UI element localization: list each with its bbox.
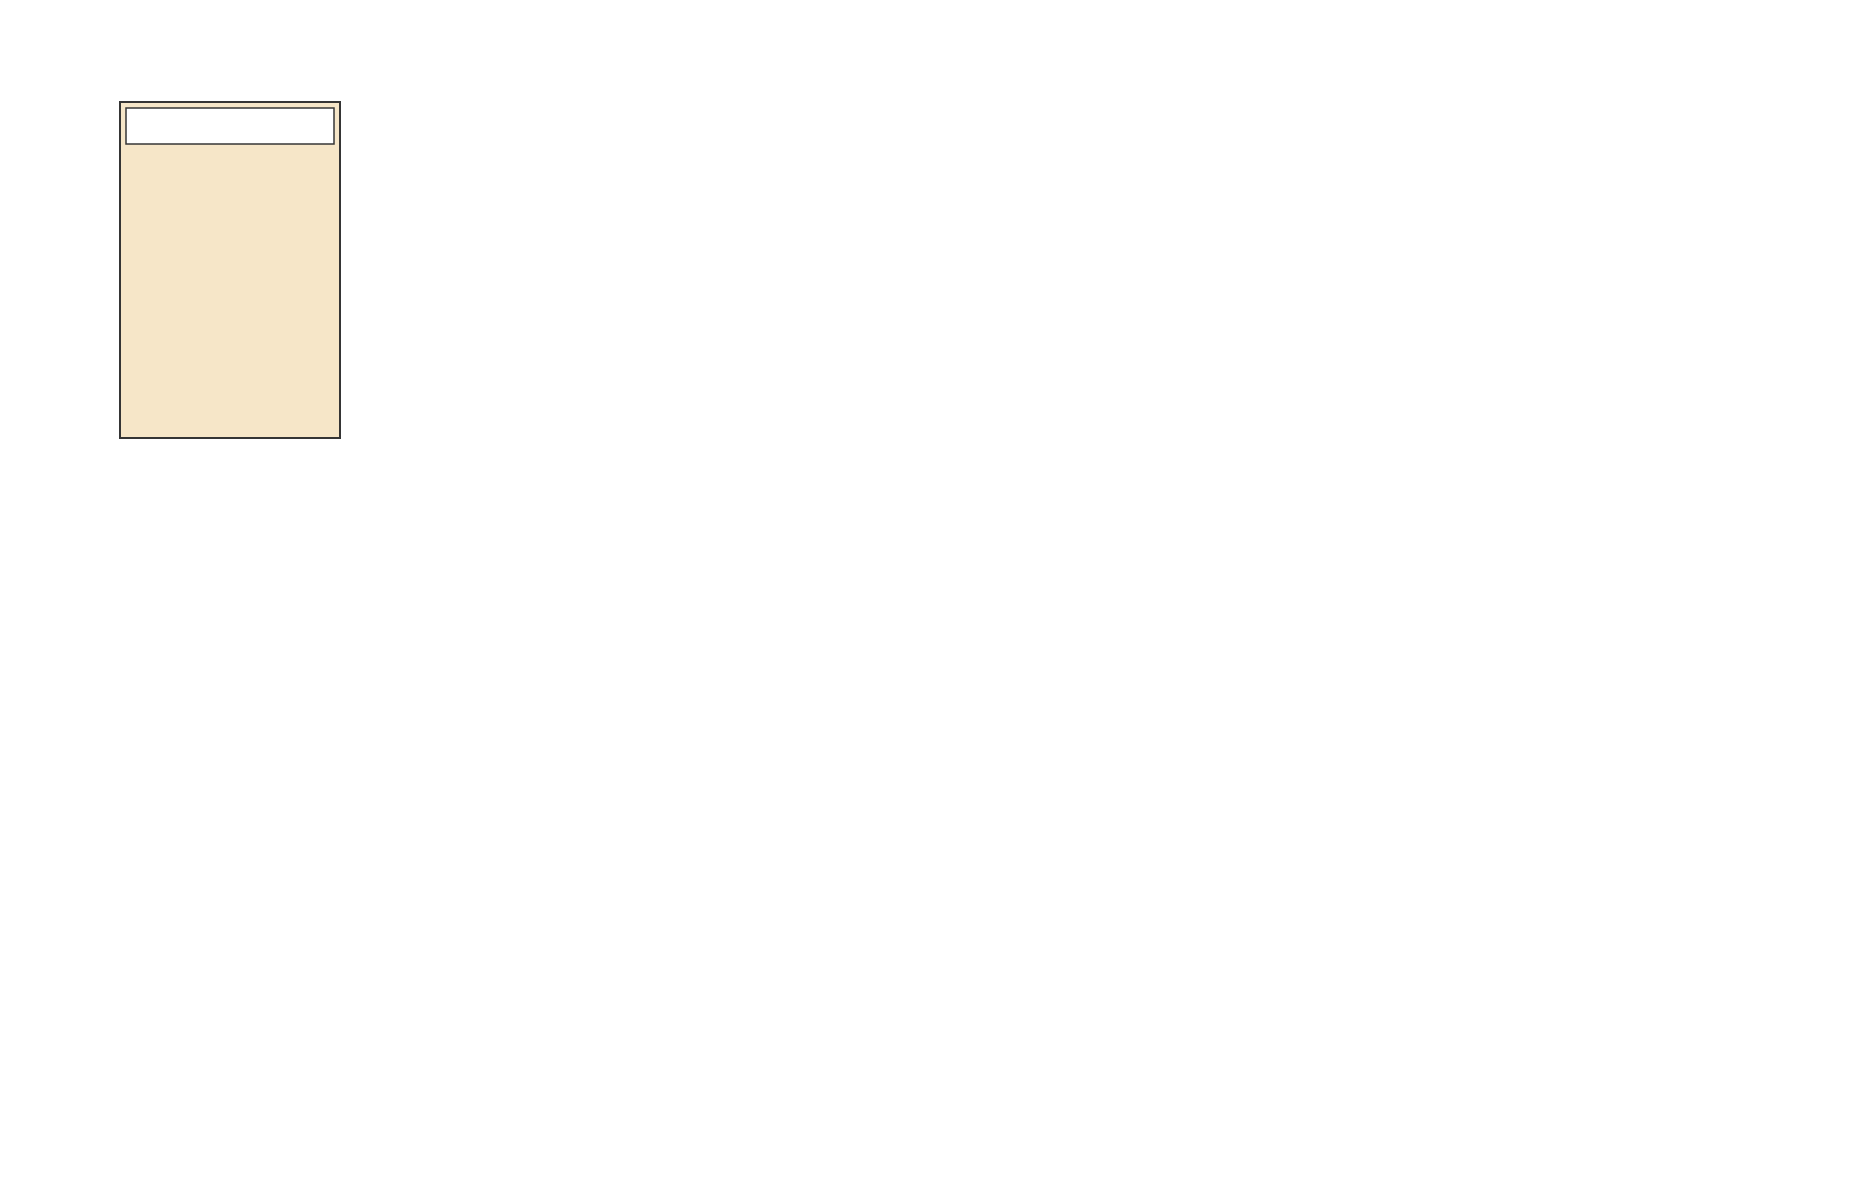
stack-signal	[120, 102, 340, 438]
item-signal-0	[126, 108, 334, 144]
